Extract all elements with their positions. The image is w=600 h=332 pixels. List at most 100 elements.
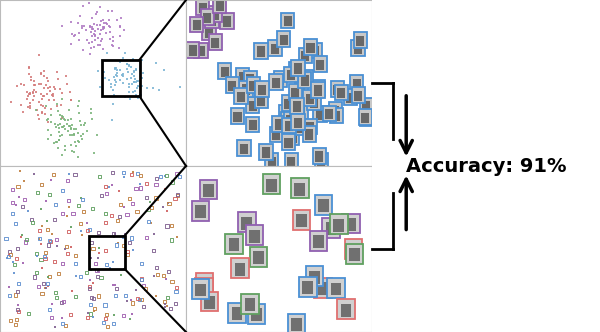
Point <box>128 90 138 95</box>
Point <box>142 86 152 91</box>
Point <box>85 24 94 29</box>
Point <box>70 294 80 299</box>
Point <box>40 256 50 262</box>
Point <box>28 89 38 95</box>
Bar <box>344 89 357 105</box>
Point <box>85 311 95 317</box>
Point <box>20 197 29 202</box>
Point <box>88 26 97 31</box>
Bar <box>258 85 266 95</box>
Point <box>42 218 52 223</box>
Point <box>13 302 23 308</box>
Bar <box>308 42 322 58</box>
Point <box>100 302 110 308</box>
Bar <box>268 157 275 167</box>
Point <box>25 65 34 70</box>
Point <box>45 84 55 89</box>
Point <box>132 208 142 214</box>
Point <box>41 83 50 88</box>
Bar <box>325 109 334 119</box>
Point <box>115 59 125 64</box>
Bar <box>304 119 317 134</box>
Bar <box>289 62 302 78</box>
Point <box>8 187 17 193</box>
Point <box>65 124 74 129</box>
Point <box>104 23 114 29</box>
Point <box>82 37 92 42</box>
Point <box>102 262 112 268</box>
Bar <box>259 144 273 160</box>
Point <box>168 179 178 185</box>
Bar <box>213 0 226 13</box>
Point <box>87 15 97 21</box>
Point <box>35 236 44 241</box>
Point <box>108 87 118 92</box>
Point <box>48 94 58 99</box>
Point <box>122 249 132 254</box>
Point <box>43 116 53 121</box>
Point <box>110 66 120 71</box>
Point <box>13 281 23 286</box>
Point <box>54 271 64 277</box>
Point <box>34 284 43 289</box>
Bar <box>305 129 313 140</box>
Bar <box>263 174 280 194</box>
Bar <box>335 85 348 101</box>
Point <box>116 16 125 21</box>
Point <box>101 312 111 317</box>
Point <box>55 112 65 117</box>
Point <box>142 195 151 200</box>
Point <box>172 234 182 239</box>
Point <box>130 89 140 94</box>
Point <box>84 0 94 5</box>
Point <box>67 125 76 130</box>
Point <box>33 112 43 118</box>
Point <box>64 229 73 234</box>
Point <box>112 286 122 291</box>
Point <box>94 27 103 32</box>
Bar <box>296 123 304 133</box>
Point <box>58 261 67 266</box>
Bar <box>293 101 301 112</box>
Point <box>107 213 116 218</box>
Point <box>125 196 134 202</box>
Point <box>25 66 34 71</box>
Point <box>97 18 106 23</box>
Point <box>134 95 143 100</box>
Bar <box>228 303 246 323</box>
Point <box>77 197 87 202</box>
Bar <box>237 92 245 102</box>
Point <box>133 171 142 176</box>
Point <box>163 201 173 206</box>
Point <box>59 299 68 304</box>
Point <box>50 217 59 222</box>
Point <box>140 286 150 291</box>
Point <box>125 96 135 101</box>
Bar <box>281 112 294 128</box>
Point <box>41 112 50 117</box>
Point <box>26 92 35 97</box>
Bar <box>351 41 365 56</box>
Bar <box>225 234 243 254</box>
Point <box>73 103 83 109</box>
Point <box>160 299 169 304</box>
Point <box>96 39 106 44</box>
Point <box>117 73 127 78</box>
Point <box>95 22 105 28</box>
Point <box>142 235 152 240</box>
Point <box>107 182 117 187</box>
Bar <box>294 63 302 74</box>
Bar <box>235 263 245 276</box>
Bar <box>246 225 263 245</box>
Point <box>58 113 67 119</box>
Bar <box>359 109 372 125</box>
Point <box>46 119 56 124</box>
Point <box>76 221 86 226</box>
Point <box>136 297 146 302</box>
Bar <box>197 46 205 56</box>
Point <box>62 178 72 184</box>
Bar <box>314 83 322 94</box>
Bar <box>275 120 283 129</box>
Point <box>151 195 161 201</box>
Bar <box>352 87 365 103</box>
